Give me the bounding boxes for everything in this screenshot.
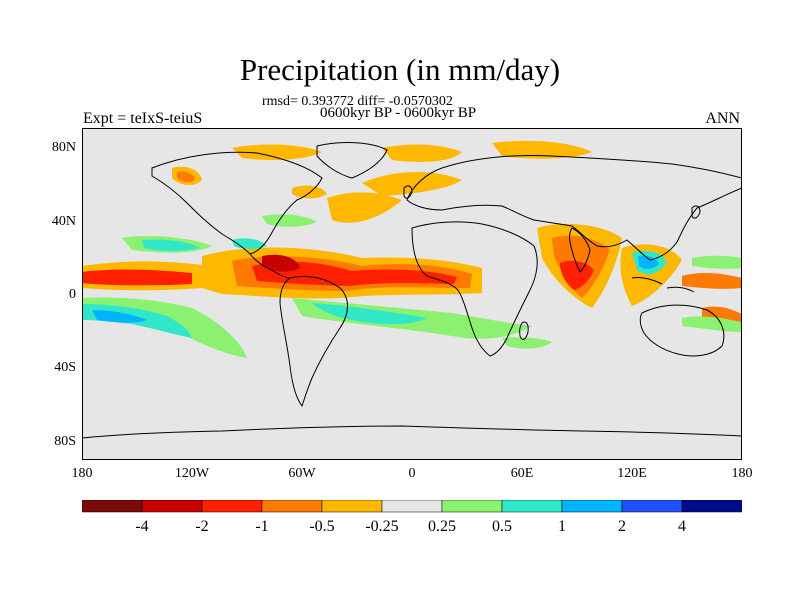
lon-label-60w: 60W bbox=[288, 466, 316, 481]
map-title: Precipitation (in mm/day) bbox=[239, 52, 561, 87]
season-label: ANN bbox=[705, 110, 740, 127]
coastline-central-america bbox=[249, 253, 291, 279]
lon-label-60e: 60E bbox=[510, 466, 534, 481]
coastline-madagascar bbox=[519, 321, 529, 340]
lat-label-80n: 80N bbox=[51, 140, 76, 155]
lat-label-0: 0 bbox=[69, 287, 76, 302]
colorbar-tick-label: -0.5 bbox=[309, 518, 335, 535]
colorbar-tick-label: -2 bbox=[195, 518, 209, 535]
anomaly-patch bbox=[262, 214, 317, 227]
map-frame bbox=[82, 128, 742, 460]
colorbar-swatch bbox=[261, 500, 323, 513]
anomaly-patch bbox=[82, 269, 192, 286]
anomaly-patch bbox=[232, 144, 322, 160]
colorbar-swatch bbox=[561, 500, 623, 513]
lon-label-180e: 180 bbox=[731, 466, 753, 481]
anomaly-patch bbox=[92, 310, 147, 323]
anomaly-patches bbox=[82, 140, 742, 358]
anomaly-patch bbox=[362, 172, 462, 196]
coastline-africa bbox=[411, 221, 538, 357]
coastline-japan bbox=[691, 205, 701, 219]
colorbar-swatch bbox=[501, 500, 563, 513]
colorbar-swatch bbox=[201, 500, 263, 513]
anomaly-patch bbox=[560, 260, 594, 290]
stats-subtitle: rmsd= 0.393772 diff= -0.0570302 bbox=[262, 94, 453, 109]
lon-label-120e: 120E bbox=[617, 466, 647, 481]
experiment-label: Expt = teIxS-teiuS bbox=[83, 110, 203, 127]
anomaly-patch bbox=[327, 192, 402, 223]
anomaly-patch bbox=[177, 171, 195, 183]
anomaly-patch bbox=[492, 140, 592, 159]
coastline-north-america bbox=[151, 151, 323, 255]
lon-label-0: 0 bbox=[408, 466, 416, 481]
colorbar-swatch bbox=[621, 500, 683, 513]
coastlines bbox=[82, 142, 742, 439]
coastline-indonesia bbox=[631, 277, 663, 285]
colorbar-swatch bbox=[681, 500, 742, 513]
coastline-south-america bbox=[279, 275, 348, 408]
period-subtitle: 0600kyr BP - 0600kyr BP bbox=[320, 105, 477, 121]
lon-label-180w: 180 bbox=[71, 466, 93, 481]
colorbar-tick-label: -1 bbox=[255, 518, 269, 535]
lat-label-80s: 80S bbox=[54, 434, 76, 449]
anomaly-patch bbox=[252, 261, 457, 286]
lon-label-120w: 120W bbox=[174, 466, 210, 481]
colorbar-tick-label: 0.25 bbox=[428, 518, 456, 535]
colorbar-tick-label: 1 bbox=[558, 518, 566, 535]
colorbar-tick-label: -4 bbox=[135, 518, 149, 535]
colorbar-swatch bbox=[381, 500, 443, 513]
lat-label-40s: 40S bbox=[54, 360, 76, 375]
colorbar-tick-label: -0.25 bbox=[365, 518, 399, 535]
colorbar-swatch bbox=[441, 500, 503, 513]
colorbar bbox=[82, 500, 742, 513]
coastline-india bbox=[569, 227, 591, 273]
coastline-uk bbox=[403, 185, 413, 199]
colorbar-tick-label: 0.5 bbox=[492, 518, 512, 535]
coastline-greenland bbox=[316, 142, 388, 179]
coastline-antarctica bbox=[82, 425, 742, 439]
lat-label-40n: 40N bbox=[51, 214, 76, 229]
coastline-indonesia bbox=[666, 286, 695, 293]
colorbar-swatch bbox=[321, 500, 383, 513]
coastline-eurasia bbox=[406, 155, 742, 261]
colorbar-tick-label: 4 bbox=[678, 518, 686, 535]
anomaly-patch bbox=[682, 316, 742, 332]
anomaly-patch bbox=[312, 303, 427, 325]
coastline-australia bbox=[639, 304, 725, 357]
anomaly-patch bbox=[382, 144, 462, 162]
precipitation-map bbox=[82, 128, 742, 460]
anomaly-patch bbox=[682, 272, 742, 289]
anomaly-patch bbox=[292, 185, 327, 199]
anomaly-patch bbox=[142, 239, 200, 251]
anomaly-patch bbox=[262, 254, 300, 272]
colorbar-swatch bbox=[82, 500, 143, 513]
colorbar-tick-label: 2 bbox=[618, 518, 626, 535]
anomaly-patch bbox=[692, 255, 742, 269]
colorbar-swatch bbox=[141, 500, 203, 513]
anomaly-patch bbox=[502, 337, 552, 349]
